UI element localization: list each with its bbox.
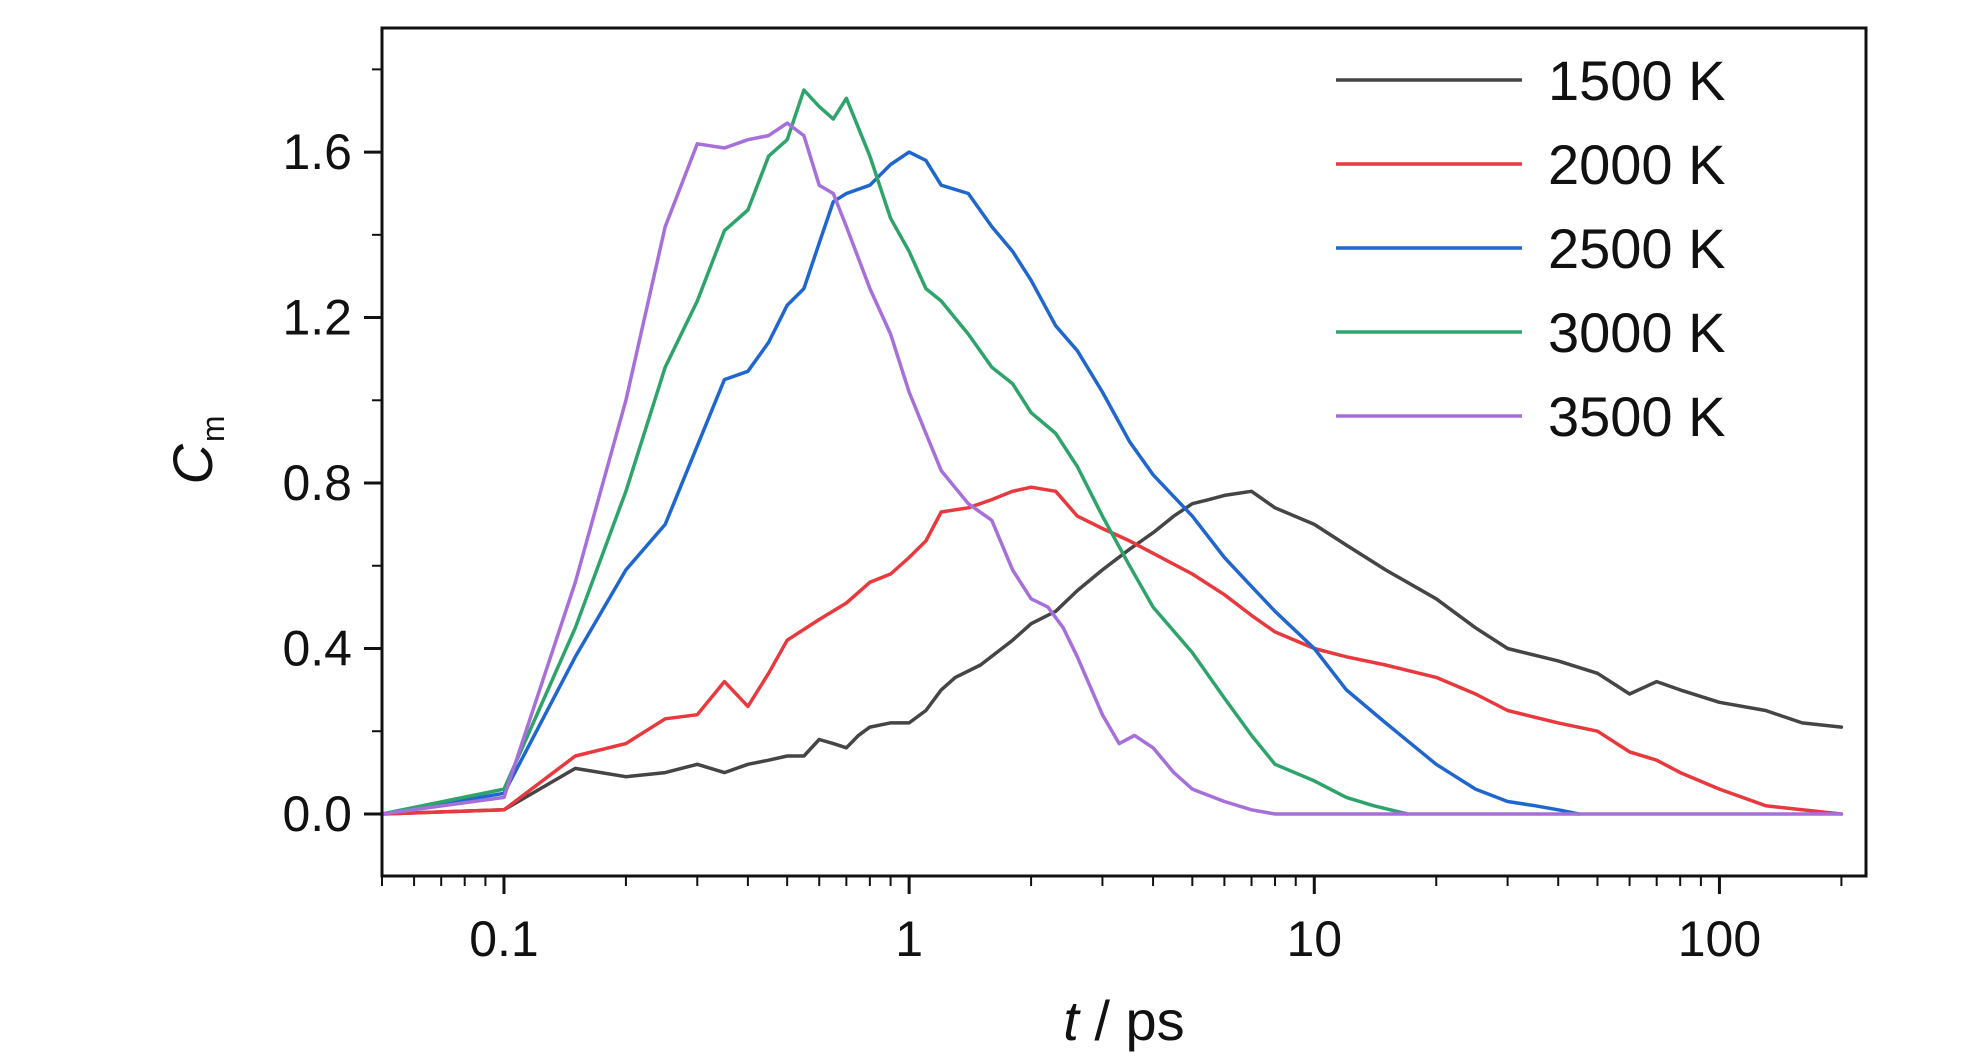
y-axis-title-subscript: m xyxy=(195,415,231,442)
legend-label-1: 2000 K xyxy=(1548,133,1726,196)
series-layer xyxy=(380,88,1844,816)
series-line-3 xyxy=(380,88,1410,816)
x-tick-label-0: 0.1 xyxy=(469,911,539,967)
y-tick-label-2: 0.8 xyxy=(282,455,352,511)
y-axis-title: Cm xyxy=(161,415,231,484)
x-tick-label-2: 10 xyxy=(1286,911,1342,967)
x-tick-label-1: 1 xyxy=(895,911,923,967)
series-line-4 xyxy=(380,121,1844,816)
y-tick-label-4: 1.6 xyxy=(282,124,352,180)
plot-frame xyxy=(380,26,1868,878)
series-line-2 xyxy=(380,150,1581,816)
x-axis-title-rest: / ps xyxy=(1079,989,1185,1052)
x-axis-title-italic: t xyxy=(1063,989,1081,1052)
x-tick-label-3: 100 xyxy=(1678,911,1761,967)
legend-label-3: 3000 K xyxy=(1548,301,1726,364)
axis-layer: 0.1 1 10 100 0.0 0.4 0.8 1.2 1.6 xyxy=(282,68,1843,967)
y-tick-label-1: 0.4 xyxy=(282,620,352,676)
series-line-0 xyxy=(380,489,1844,816)
y-tick-label-0: 0.0 xyxy=(282,786,352,842)
series-line-1 xyxy=(380,485,1844,816)
y-tick-label-3: 1.2 xyxy=(282,290,352,346)
legend-label-0: 1500 K xyxy=(1548,49,1726,112)
legend: 1500 K 2000 K 2500 K 3000 K 3500 K xyxy=(1336,49,1726,448)
y-axis-title-symbol: C xyxy=(161,444,224,485)
y-axis-title-main: Cm xyxy=(161,415,231,484)
x-axis-title: t / ps xyxy=(1063,989,1184,1052)
legend-label-4: 3500 K xyxy=(1548,385,1726,448)
legend-label-2: 2500 K xyxy=(1548,217,1726,280)
